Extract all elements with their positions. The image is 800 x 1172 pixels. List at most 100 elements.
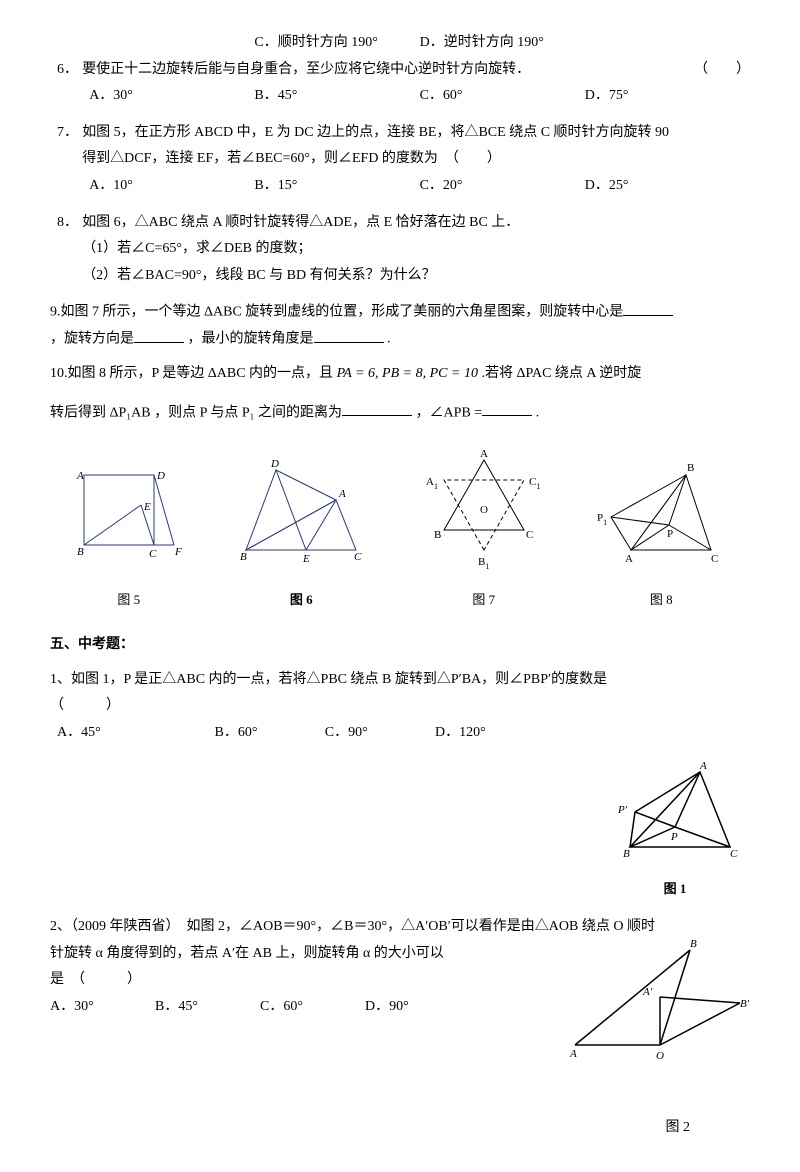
svg-text:E: E	[302, 553, 310, 565]
zq2-fig: A O B A′ B′	[560, 935, 750, 1076]
q6-A: A．30°	[89, 83, 254, 110]
q7-line2: 得到△DCF，连接 EF，若∠BEC=60°，则∠EFD 的度数为 （ ）	[82, 146, 750, 173]
svg-text:C: C	[730, 848, 738, 860]
q7-line1: 如图 5，在正方形 ABCD 中，E 为 DC 边上的点，连接 BE，将△BCE…	[82, 120, 750, 147]
svg-text:A: A	[338, 488, 346, 500]
q6: 6． 要使正十二边旋转后能与自身重合，至少应将它绕中心逆时针方向旋转． （ ）	[50, 57, 750, 84]
zq1-cap: 图 1	[600, 877, 750, 902]
svg-text:A: A	[699, 760, 707, 772]
opt-blank	[89, 30, 254, 57]
q7-options: A．10° B．15° C．20° D．25°	[50, 173, 750, 200]
zq1-text: 1、如图 1，P 是正△ABC 内的一点，若将△PBC 绕点 B 旋转到△P′B…	[50, 667, 750, 694]
zq1-D: D．120°	[435, 720, 593, 747]
zq1-A: A．45°	[57, 720, 215, 747]
q6-options: A．30° B．45° C．60° D．75°	[50, 83, 750, 110]
zq1-B: B．60°	[215, 720, 325, 747]
q6-stem: 要使正十二边旋转后能与自身重合，至少应将它绕中心逆时针方向旋转．	[82, 62, 530, 77]
q7-A: A．10°	[89, 173, 254, 200]
svg-text:C: C	[711, 553, 718, 565]
svg-text:A: A	[625, 553, 633, 565]
zq2-C: C．60°	[260, 994, 365, 1021]
zq2-svg: A O B A′ B′	[560, 935, 750, 1065]
svg-text:B: B	[77, 546, 84, 558]
svg-text:O: O	[656, 1050, 664, 1062]
svg-text:B: B	[623, 848, 630, 860]
zq1: 1、如图 1，P 是正△ABC 内的一点，若将△PBC 绕点 B 旋转到△P′B…	[50, 667, 750, 902]
zq2-B: B．45°	[155, 994, 260, 1021]
svg-text:A: A	[569, 1048, 577, 1060]
svg-text:A1: A1	[426, 476, 438, 491]
zq2-D: D．90°	[365, 994, 470, 1021]
svg-text:B′: B′	[740, 998, 750, 1010]
fig6-svg: B C E A D	[226, 455, 376, 575]
q5-options: C．顺时针方向 190° D．逆时针方向 190°	[50, 30, 750, 57]
q8-sub1: （1）若∠C=65°，求∠DEB 的度数；	[82, 236, 750, 263]
q8-num: 8．	[50, 210, 82, 290]
q7-text: 如图 5，在正方形 ABCD 中，E 为 DC 边上的点，连接 BE，将△BCE…	[82, 120, 750, 173]
q9-blank2	[134, 326, 184, 342]
q6-D: D．75°	[585, 83, 750, 110]
fig5: A D B C E F 图 5	[69, 465, 189, 612]
q6-paren: （ ）	[694, 57, 750, 84]
q10-blank1	[342, 400, 412, 416]
fig7-svg: A B C A1 C1 B1 O	[414, 445, 554, 575]
fig8-cap: 图 8	[591, 588, 731, 613]
q10: 10.如图 8 所示，P 是等边 ΔABC 内的一点，且 PA = 6, PB …	[50, 361, 750, 427]
zq2-cap: 图 2	[50, 1115, 750, 1142]
fig7: A B C A1 C1 B1 O 图 7	[414, 445, 554, 612]
section5-title: 五、中考题：	[50, 632, 750, 659]
q7: 7． 如图 5，在正方形 ABCD 中，E 为 DC 边上的点，连接 BE，将△…	[50, 120, 750, 173]
svg-text:E: E	[143, 501, 151, 513]
figures-row: A D B C E F 图 5 B C E A D 图 6 A B	[50, 445, 750, 612]
q8: 8． 如图 6，△ABC 绕点 A 顺时针旋转得△ADE，点 E 恰好落在边 B…	[50, 210, 750, 290]
q5-optD: D．逆时针方向 190°	[420, 30, 585, 57]
q9-p4: .	[387, 332, 391, 347]
svg-text:A′: A′	[642, 986, 653, 998]
q9-p1: 9.如图 7 所示，一个等边 ΔABC 旋转到虚线的位置，形成了美丽的六角星图案…	[50, 305, 623, 320]
zq2: 2、（2009 年陕西省） 如图 2，∠AOB＝90°，∠B＝30°，△A′OB…	[50, 914, 750, 1075]
svg-text:A: A	[480, 448, 488, 460]
svg-text:P1: P1	[597, 512, 607, 527]
q10-l1b: .若将 ΔPAC 绕点 A 逆时旋	[478, 366, 641, 381]
q8-text: 如图 6，△ABC 绕点 A 顺时针旋转得△ADE，点 E 恰好落在边 BC 上…	[82, 210, 750, 290]
fig5-svg: A D B C E F	[69, 465, 189, 575]
q9-p2: ，旋转方向是	[50, 332, 134, 347]
q10-pa: PA = 6, PB = 8, PC = 10	[337, 366, 478, 381]
fig5-cap: 图 5	[69, 588, 189, 613]
zq1-svg: A B C P P′	[600, 757, 750, 867]
svg-text:C: C	[354, 551, 362, 563]
zq1-C: C．90°	[325, 720, 435, 747]
q10-l2b: ，∠APB =	[416, 405, 483, 420]
q6-B: B．45°	[254, 83, 419, 110]
svg-text:B: B	[434, 529, 441, 541]
q6-text: 要使正十二边旋转后能与自身重合，至少应将它绕中心逆时针方向旋转． （ ）	[82, 57, 750, 84]
svg-text:C: C	[526, 529, 533, 541]
svg-text:D: D	[270, 458, 279, 470]
q10-l2a: 转后得到 ΔP₁AB ，则点 P 与点 P₁ 之间的距离为	[50, 405, 342, 420]
q9: 9.如图 7 所示，一个等边 ΔABC 旋转到虚线的位置，形成了美丽的六角星图案…	[50, 299, 750, 353]
svg-text:B: B	[240, 551, 247, 563]
svg-text:F: F	[174, 546, 182, 558]
zq1-fig: A B C P P′ 图 1	[600, 757, 750, 902]
fig8: A C B P P1 图 8	[591, 455, 731, 612]
q8-line1: 如图 6，△ABC 绕点 A 顺时针旋转得△ADE，点 E 恰好落在边 BC 上…	[82, 210, 750, 237]
q7-B: B．15°	[254, 173, 419, 200]
svg-text:D: D	[156, 470, 165, 482]
svg-text:C1: C1	[529, 476, 540, 491]
q9-p3: ，最小的旋转角度是	[188, 332, 314, 347]
q7-D: D．25°	[585, 173, 750, 200]
q5-optC: C．顺时针方向 190°	[254, 30, 419, 57]
fig6: B C E A D 图 6	[226, 455, 376, 612]
q9-blank3	[314, 326, 384, 342]
svg-text:B: B	[690, 938, 697, 950]
q7-C: C．20°	[420, 173, 585, 200]
svg-text:B1: B1	[478, 556, 489, 571]
q6-C: C．60°	[420, 83, 585, 110]
svg-text:A: A	[76, 470, 84, 482]
svg-text:P: P	[670, 831, 678, 843]
fig7-cap: 图 7	[414, 588, 554, 613]
q6-num: 6．	[50, 57, 82, 84]
q10-l1a: 10.如图 8 所示，P 是等边 ΔABC 内的一点，且	[50, 366, 337, 381]
svg-text:C: C	[149, 548, 157, 560]
svg-text:P: P	[667, 528, 673, 540]
